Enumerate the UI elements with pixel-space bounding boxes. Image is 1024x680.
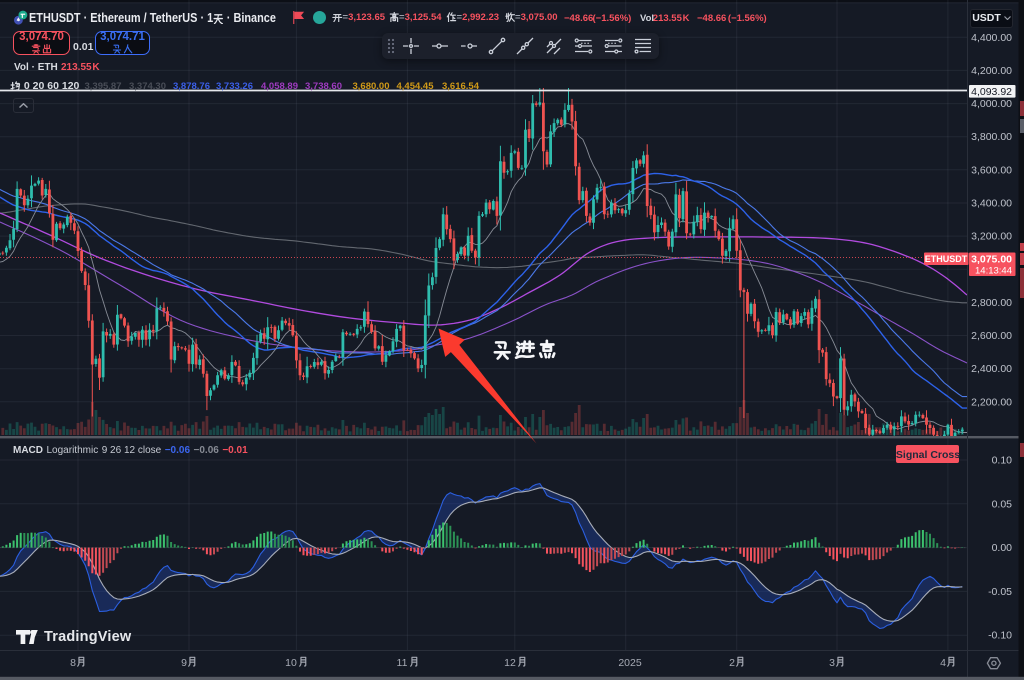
svg-text:3,800.00: 3,800.00: [971, 131, 1012, 143]
svg-text:2,200.00: 2,200.00: [971, 396, 1012, 408]
svg-text:3,200.00: 3,200.00: [971, 231, 1012, 243]
svg-text:4: 4: [940, 657, 946, 669]
svg-text:3,600.00: 3,600.00: [971, 164, 1012, 176]
svg-text:2,600.00: 2,600.00: [971, 330, 1012, 342]
svg-text:3,400.00: 3,400.00: [971, 198, 1012, 210]
svg-text:3: 3: [829, 657, 835, 669]
svg-text:3,075.00: 3,075.00: [971, 254, 1012, 266]
svg-text:2025: 2025: [618, 657, 642, 669]
svg-text:4,200.00: 4,200.00: [971, 65, 1012, 77]
svg-text:4,000.00: 4,000.00: [971, 98, 1012, 110]
svg-text:10: 10: [285, 657, 297, 669]
svg-text:2: 2: [729, 657, 735, 669]
svg-text:-0.05: -0.05: [988, 586, 1012, 598]
svg-text:ETHUSDT: ETHUSDT: [925, 254, 968, 264]
svg-text:0.05: 0.05: [992, 498, 1013, 510]
svg-text:2,800.00: 2,800.00: [971, 297, 1012, 309]
svg-text:4,400.00: 4,400.00: [971, 32, 1012, 44]
svg-text:Signal Cross: Signal Cross: [896, 449, 960, 461]
svg-text:11: 11: [397, 657, 408, 669]
svg-text:14:13:44: 14:13:44: [975, 266, 1012, 277]
svg-text:0.00: 0.00: [992, 542, 1013, 554]
svg-text:9: 9: [181, 657, 187, 669]
svg-text:-0.10: -0.10: [988, 630, 1012, 642]
svg-text:2,400.00: 2,400.00: [971, 363, 1012, 375]
svg-text:8: 8: [70, 657, 76, 669]
svg-text:12: 12: [504, 657, 516, 669]
svg-text:0.10: 0.10: [992, 455, 1013, 467]
svg-text:4,093.92: 4,093.92: [971, 86, 1012, 98]
